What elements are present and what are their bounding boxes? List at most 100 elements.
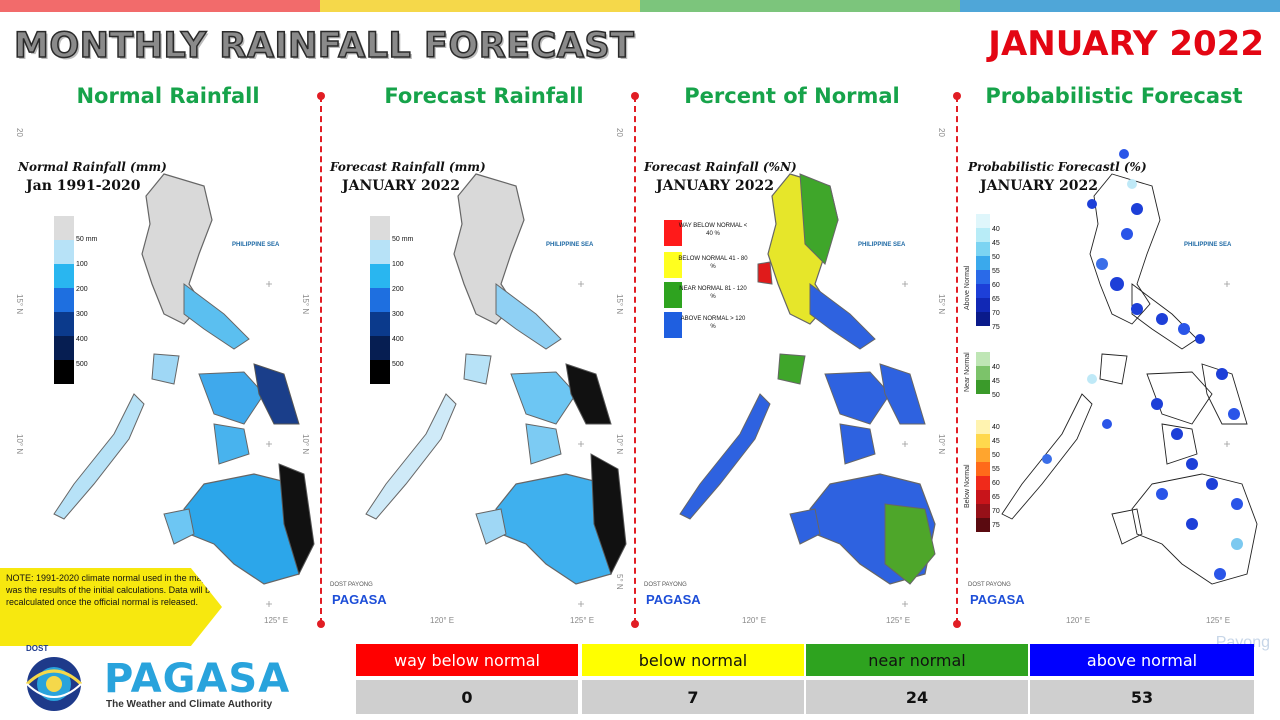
sea-label: PHILIPPINE SEA — [858, 242, 906, 248]
watermark-pagasa: PAGASA — [970, 592, 1025, 607]
map-graphic — [53, 173, 315, 607]
legend-tick: 70 — [992, 508, 1000, 515]
legend-swatch — [976, 476, 990, 490]
legend-swatch — [664, 252, 682, 278]
legend-tick: 75 — [992, 324, 1000, 331]
legend-label: BELOW NORMAL 41 - 80 % — [678, 256, 748, 270]
legend-tick: 70 — [992, 310, 1000, 317]
top-bar-yellow — [320, 0, 640, 12]
legend-tick: 40 — [992, 364, 1000, 371]
legend-swatch — [976, 256, 990, 270]
legend-swatch — [976, 504, 990, 518]
logo-dost-label: DOST — [26, 644, 49, 653]
panel-title-percent: Percent of Normal — [684, 84, 900, 108]
value-above-normal: 53 — [1030, 680, 1254, 714]
pagasa-brand: PAGASA — [104, 656, 291, 702]
pagasa-watermark: DOST PAYONG PAGASA — [966, 578, 1025, 622]
legend-tick: 45 — [992, 378, 1000, 385]
legend-subtitle: Jan 1991-2020 — [26, 178, 141, 194]
legend-swatch — [976, 242, 990, 256]
legend-swatch — [370, 360, 390, 384]
latitude-label: 15° N — [301, 294, 310, 315]
legend-swatch — [976, 228, 990, 242]
slide-title: MONTHLY RAINFALL FORECAST — [13, 25, 635, 67]
legend-title: Forecast Rainfall (%N) — [644, 160, 797, 174]
legend-tick: 55 — [992, 466, 1000, 473]
legend-swatch — [54, 216, 74, 240]
watermark-payong: PAYONG — [662, 582, 687, 588]
legend-tick: 50 — [992, 254, 1000, 261]
map-graphic — [1001, 149, 1258, 585]
legend-label: 300 — [392, 311, 404, 318]
note-callout: NOTE: 1991-2020 climate normal used in t… — [0, 568, 222, 646]
watermark-payong: PAYONG — [986, 582, 1011, 588]
forecast-rainfall-map: Forecast Rainfall (mm) JANUARY 2022 PHIL… — [326, 124, 630, 628]
top-bar-blue — [960, 0, 1280, 12]
latitude-label: 20 — [15, 128, 24, 137]
watermark-dost: DOST — [644, 582, 661, 588]
longitude-label: 125° E — [570, 616, 595, 625]
sea-label: PHILIPPINE SEA — [232, 242, 280, 248]
legend-label: NEAR NORMAL 81 - 120 % — [679, 286, 747, 300]
legend-swatch — [54, 312, 74, 336]
legend-swatch — [370, 264, 390, 288]
panel-divider — [953, 92, 961, 628]
legend-tick: 60 — [992, 282, 1000, 289]
legend-tick: 60 — [992, 480, 1000, 487]
legend-subtitle: JANUARY 2022 — [980, 178, 1098, 194]
legend-subtitle: JANUARY 2022 — [656, 178, 774, 194]
latitude-label: 10° N — [615, 434, 624, 455]
legend-title: Normal Rainfall (mm) — [18, 160, 167, 174]
legend-label: WAY BELOW NORMAL < 40 % — [678, 223, 748, 237]
panel-divider — [317, 92, 325, 628]
sea-label: PHILIPPINE SEA — [546, 242, 594, 248]
legend-title: Probabilistic Forecastl (%) — [968, 160, 1147, 174]
watermark-pagasa: PAGASA — [332, 592, 387, 607]
legend-swatch — [976, 490, 990, 504]
longitude-label: 120° E — [430, 616, 455, 625]
latitude-label: 5° N — [615, 574, 624, 590]
legend-label: 500 — [76, 361, 88, 368]
legend-swatch — [370, 288, 390, 312]
panel-title-probabilistic: Probabilistic Forecast — [985, 84, 1243, 108]
legend-label: 100 — [392, 261, 404, 268]
top-bar-red — [0, 0, 320, 12]
header-above-normal: above normal — [1030, 644, 1254, 676]
latitude-label: 15° N — [937, 294, 946, 315]
pagasa-watermark: DOST PAYONG PAGASA — [642, 578, 701, 622]
legend-label: 400 — [76, 336, 88, 343]
forecast-period: JANUARY 2022 — [988, 24, 1264, 64]
legend-swatch — [976, 214, 990, 228]
legend-label: 100 — [76, 261, 88, 268]
value-near-normal: 24 — [806, 680, 1028, 714]
watermark-dost: DOST — [968, 582, 985, 588]
legend-swatch — [976, 366, 990, 380]
watermark-payong: PAYONG — [348, 582, 373, 588]
station-dots — [1042, 149, 1243, 580]
percent-of-normal-map: Forecast Rainfall (%N) JANUARY 2022 PHIL… — [640, 124, 952, 628]
longitude-label: 120° E — [1066, 616, 1091, 625]
latitude-label: 10° N — [937, 434, 946, 455]
legend-title: Forecast Rainfall (mm) — [330, 160, 486, 174]
legend-swatch — [664, 282, 682, 308]
legend-label: 200 — [392, 286, 404, 293]
header-below-normal: below normal — [582, 644, 804, 676]
legend-label: 500 — [392, 361, 404, 368]
longitude-label: 125° E — [886, 616, 911, 625]
latitude-label: 20 — [615, 128, 624, 137]
latitude-label: 15° N — [615, 294, 624, 315]
longitude-label: 120° E — [742, 616, 767, 625]
legend-swatch — [976, 518, 990, 532]
map-graphic — [365, 173, 627, 607]
legend-swatch — [664, 312, 682, 338]
legend-tick: 50 — [992, 392, 1000, 399]
latitude-label: 10° N — [15, 434, 24, 455]
longitude-label: 125° E — [264, 616, 289, 625]
legend-swatch — [54, 360, 74, 384]
panel-title-normal: Normal Rainfall — [76, 84, 260, 108]
legend-swatch — [664, 220, 682, 246]
legend-swatch — [54, 264, 74, 288]
legend-tick: 40 — [992, 424, 1000, 431]
legend-subtitle: JANUARY 2022 — [342, 178, 460, 194]
header-way-below-normal: way below normal — [356, 644, 578, 676]
